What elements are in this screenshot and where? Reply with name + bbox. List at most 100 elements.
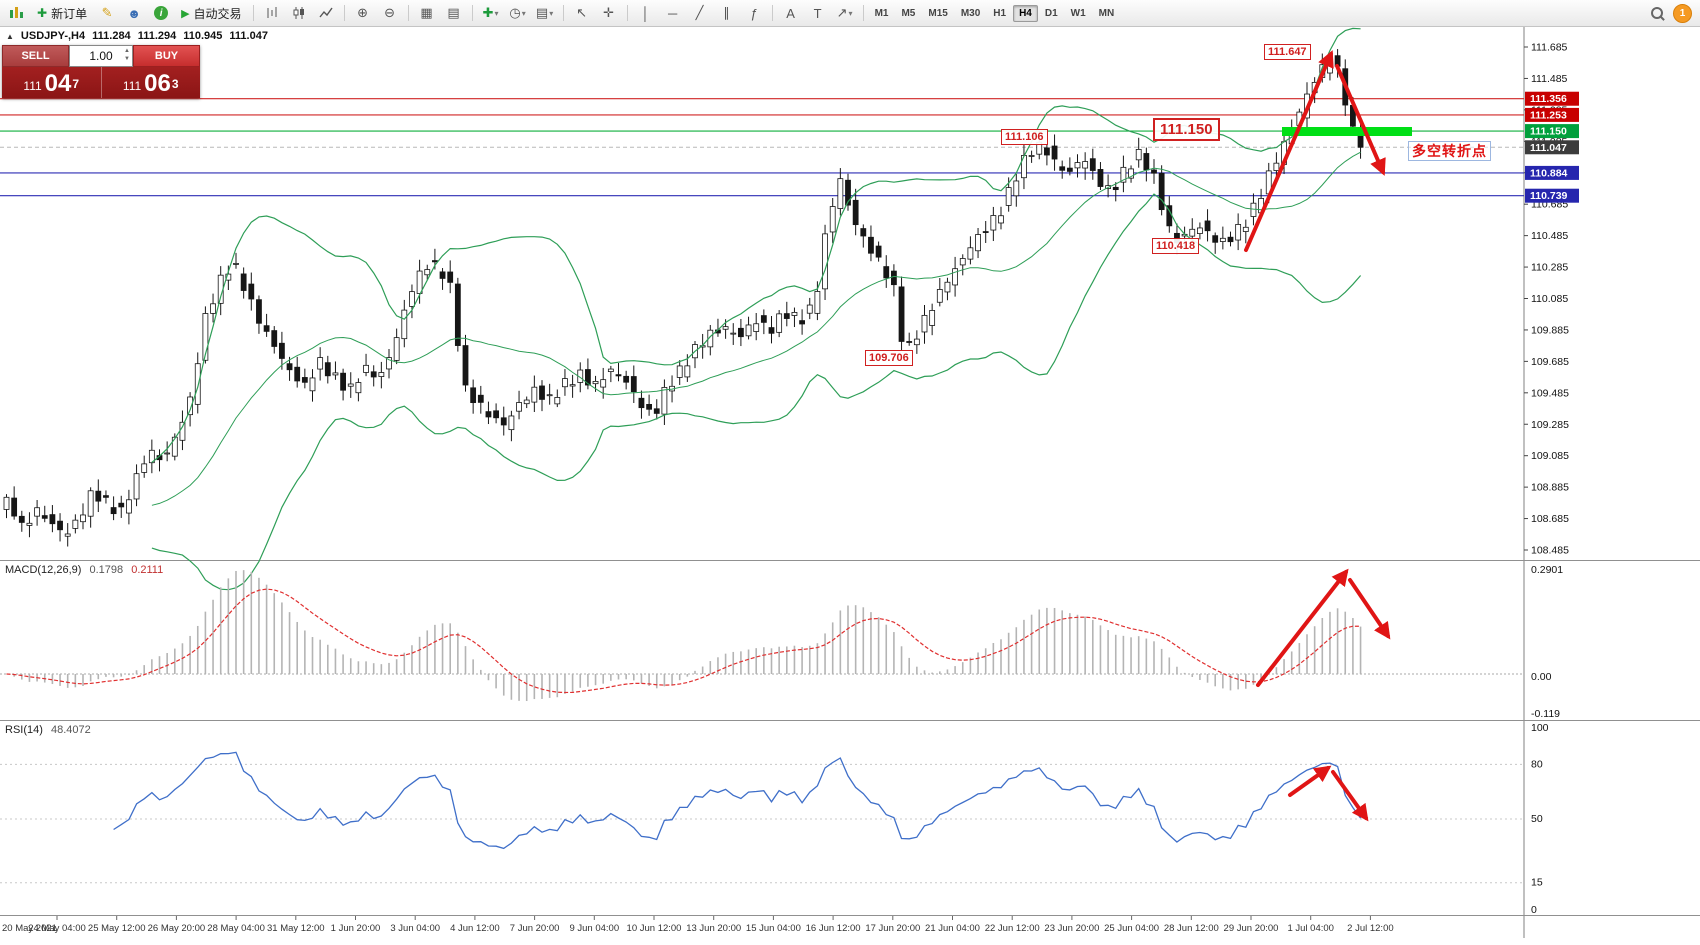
svg-text:21 Jun 04:00: 21 Jun 04:00 <box>925 923 980 934</box>
channel-icon[interactable]: ∥ <box>723 5 730 20</box>
info-icon[interactable]: i <box>148 3 174 23</box>
timeframe-mn[interactable]: MN <box>1098 7 1115 19</box>
play-icon: ▶ <box>181 7 190 20</box>
svg-text:25 Jun 04:00: 25 Jun 04:00 <box>1104 923 1159 934</box>
periods-button[interactable]: ◷ ▾ <box>509 5 526 20</box>
toolbar-separator <box>471 5 473 21</box>
svg-text:111.685: 111.685 <box>1531 42 1568 54</box>
svg-text:1 Jun 20:00: 1 Jun 20:00 <box>331 923 381 934</box>
svg-text:23 Jun 20:00: 23 Jun 20:00 <box>1044 923 1099 934</box>
fibonacci-icon[interactable]: ƒ <box>749 5 758 21</box>
buy-price[interactable]: 111 06 3 <box>100 67 201 98</box>
svg-text:24 May 04:00: 24 May 04:00 <box>28 923 86 934</box>
svg-text:15 Jun 04:00: 15 Jun 04:00 <box>746 923 801 934</box>
indicators-button[interactable]: ✚ ▾ <box>482 5 499 20</box>
svg-text:3 Jun 04:00: 3 Jun 04:00 <box>390 923 440 934</box>
rsi-panel: 100 80 50 15 0 <box>0 722 1549 916</box>
svg-text:110.739: 110.739 <box>1530 190 1568 202</box>
svg-text:111.485: 111.485 <box>1531 73 1568 85</box>
market-watch-icon[interactable]: ☻ <box>127 5 141 21</box>
svg-text:26 May 20:00: 26 May 20:00 <box>148 923 206 934</box>
timeframe-m1[interactable]: M1 <box>874 7 889 19</box>
svg-text:20 May 2021: 20 May 2021 <box>2 923 57 934</box>
svg-text:110.485: 110.485 <box>1531 230 1568 242</box>
bar-chart-icon[interactable] <box>259 3 285 23</box>
trendline-icon[interactable]: ╱ <box>695 5 704 20</box>
notifications-badge[interactable]: 1 <box>1673 3 1692 23</box>
timeframe-h1[interactable]: H1 <box>993 7 1007 19</box>
collapse-triangle-icon[interactable]: ▲ <box>6 31 14 41</box>
line-chart-icon[interactable] <box>313 3 339 23</box>
svg-text:100: 100 <box>1531 722 1549 734</box>
svg-text:50: 50 <box>1531 813 1543 825</box>
svg-text:111.047: 111.047 <box>1530 142 1567 154</box>
new-chart-icon[interactable] <box>4 3 30 23</box>
autotrading-button[interactable]: ▶ 自动交易 <box>175 3 247 23</box>
svg-text:110.085: 110.085 <box>1531 293 1568 305</box>
one-click-trade-panel: SELL 1.00 ▲ ▼ BUY 111 04 7 111 06 3 <box>2 45 200 98</box>
toolbar-separator <box>343 5 345 21</box>
highlight-zone <box>1282 127 1412 136</box>
zoom-out-icon[interactable]: ⊖ <box>384 5 396 20</box>
svg-text:109.685: 109.685 <box>1531 356 1569 368</box>
volume-stepper[interactable]: 1.00 ▲ ▼ <box>69 45 133 67</box>
cascade-windows-icon[interactable]: ▤ <box>447 5 460 20</box>
svg-text:108.685: 108.685 <box>1531 513 1569 525</box>
toolbar-separator <box>562 5 564 21</box>
sell-price[interactable]: 111 04 7 <box>2 67 101 98</box>
candlestick-chart-icon[interactable] <box>286 3 312 23</box>
cursor-icon[interactable]: ↖ <box>576 5 588 20</box>
timeframe-h4[interactable]: H4 <box>1013 4 1038 22</box>
price-badges: 111.356 111.253 111.150 111.047 110.884 110.7… <box>1525 91 1579 203</box>
vertical-line-icon[interactable]: │ <box>641 5 650 21</box>
symbol-ohlc-bar: ▲ USDJPY-,H4 111.284 111.294 110.945 111… <box>6 30 268 42</box>
svg-text:0: 0 <box>1531 904 1537 916</box>
svg-text:10 Jun 12:00: 10 Jun 12:00 <box>627 923 682 934</box>
timeframe-d1[interactable]: D1 <box>1044 7 1058 19</box>
label-tool-icon[interactable]: T <box>813 5 822 21</box>
tile-windows-icon[interactable]: ▦ <box>420 5 433 20</box>
timeframe-m30[interactable]: M30 <box>960 7 981 19</box>
svg-text:7 Jun 20:00: 7 Jun 20:00 <box>510 923 560 934</box>
shapes-tool-icon[interactable]: ↗ ▾ <box>836 5 853 20</box>
ohlc-open: 111.284 <box>92 30 131 42</box>
svg-text:0.00: 0.00 <box>1531 671 1552 683</box>
svg-text:9 Jun 04:00: 9 Jun 04:00 <box>569 923 619 934</box>
sell-button[interactable]: SELL <box>2 45 69 67</box>
metaeditor-icon[interactable]: ✎ <box>101 5 113 20</box>
horizontal-line-icon[interactable]: ─ <box>667 5 678 21</box>
sell-price-point: 7 <box>72 77 80 91</box>
zoom-in-icon[interactable]: ⊕ <box>357 5 369 20</box>
buy-price-point: 3 <box>171 77 179 91</box>
ohlc-high: 111.294 <box>137 30 177 42</box>
toolbar-separator <box>252 5 254 21</box>
buy-price-big-figure: 111 <box>122 78 142 93</box>
sell-price-pips: 04 <box>44 70 72 97</box>
buy-button[interactable]: BUY <box>133 45 200 67</box>
svg-text:2 Jul 12:00: 2 Jul 12:00 <box>1347 923 1393 934</box>
timeframe-m15[interactable]: M15 <box>928 7 948 19</box>
bollinger-bands <box>151 27 1362 591</box>
rsi-indicator-label: RSI(14) 48.4072 <box>5 724 91 736</box>
panel-frame <box>0 26 1700 938</box>
svg-text:108.885: 108.885 <box>1531 482 1569 494</box>
volume-spinner-icons[interactable]: ▲ ▼ <box>124 48 130 62</box>
macd-indicator-label: MACD(12,26,9) 0.1798 0.2111 <box>5 564 163 576</box>
templates-button[interactable]: ▤ ▾ <box>535 5 554 20</box>
toolbar: ✚ 新订单 ✎ ☻ i ▶ 自动交易 ⊕ ⊖ ▦ ▤ ✚ ▾ ◷ ▾ ▤ ▾ ↖ ✛ … <box>0 0 1700 27</box>
text-tool-icon[interactable]: A <box>786 5 795 21</box>
search-icon[interactable] <box>1650 6 1665 21</box>
crosshair-icon[interactable]: ✛ <box>603 5 615 20</box>
ohlc-close: 111.047 <box>229 30 268 42</box>
new-order-button[interactable]: ✚ 新订单 <box>31 3 93 23</box>
svg-text:28 Jun 12:00: 28 Jun 12:00 <box>1164 923 1219 934</box>
timeframe-m5[interactable]: M5 <box>901 7 916 19</box>
macd-main-value: 0.1798 <box>89 564 124 576</box>
new-order-label: 新订单 <box>51 6 88 21</box>
svg-text:31 May 12:00: 31 May 12:00 <box>267 923 325 934</box>
svg-text:28 May 04:00: 28 May 04:00 <box>207 923 265 934</box>
autotrading-label: 自动交易 <box>193 6 242 21</box>
timeframe-w1[interactable]: W1 <box>1070 7 1086 19</box>
trend-arrows <box>1244 50 1391 822</box>
